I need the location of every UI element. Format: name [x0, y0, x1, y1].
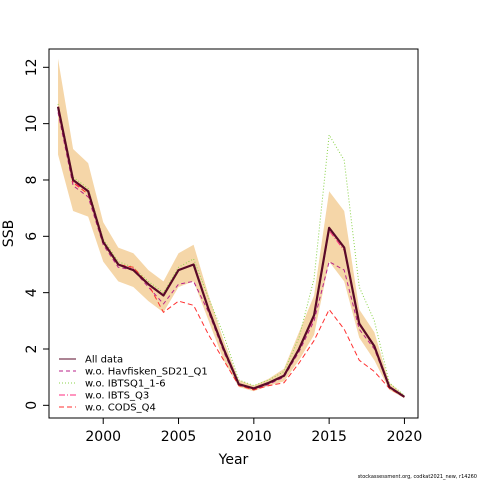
legend-label: w.o. CODS_Q4 [85, 403, 156, 414]
legend-label: w.o. Havfisken_SD21_Q1 [85, 367, 208, 378]
x-axis-title: Year [218, 452, 249, 468]
series-line-3 [57, 103, 405, 396]
y-axis: 0 2 4 6 8 10 12 [24, 58, 49, 410]
x-tick-label: 2015 [311, 429, 347, 445]
series-layer [56, 103, 406, 398]
x-axis: 2000 2005 2010 2015 2020 [85, 418, 422, 445]
legend-label: All data [85, 355, 123, 366]
footnote: stockassessment.org, codkat2021_new, r14… [358, 474, 477, 480]
confidence-band-layer [58, 58, 405, 399]
y-tick-label: 6 [24, 232, 40, 241]
legend-label: w.o. IBTSQ1_1-6 [85, 379, 166, 390]
plot-frame [48, 48, 419, 419]
y-tick-label: 10 [24, 115, 40, 133]
confidence-band [58, 58, 405, 399]
x-tick-label: 2020 [387, 429, 423, 445]
x-tick-label: 2010 [236, 429, 272, 445]
y-tick-label: 4 [24, 288, 40, 297]
x-tick-label: 2005 [161, 429, 197, 445]
y-tick-label: 2 [24, 345, 40, 354]
y-tick-label: 12 [24, 58, 40, 76]
y-axis-title: SSB [1, 220, 17, 247]
x-tick-label: 2000 [85, 429, 121, 445]
legend-label: w.o. IBTS_Q3 [85, 391, 149, 402]
y-tick-label: 8 [24, 176, 40, 185]
series-line-1 [56, 106, 406, 398]
y-tick-label: 0 [24, 401, 40, 410]
